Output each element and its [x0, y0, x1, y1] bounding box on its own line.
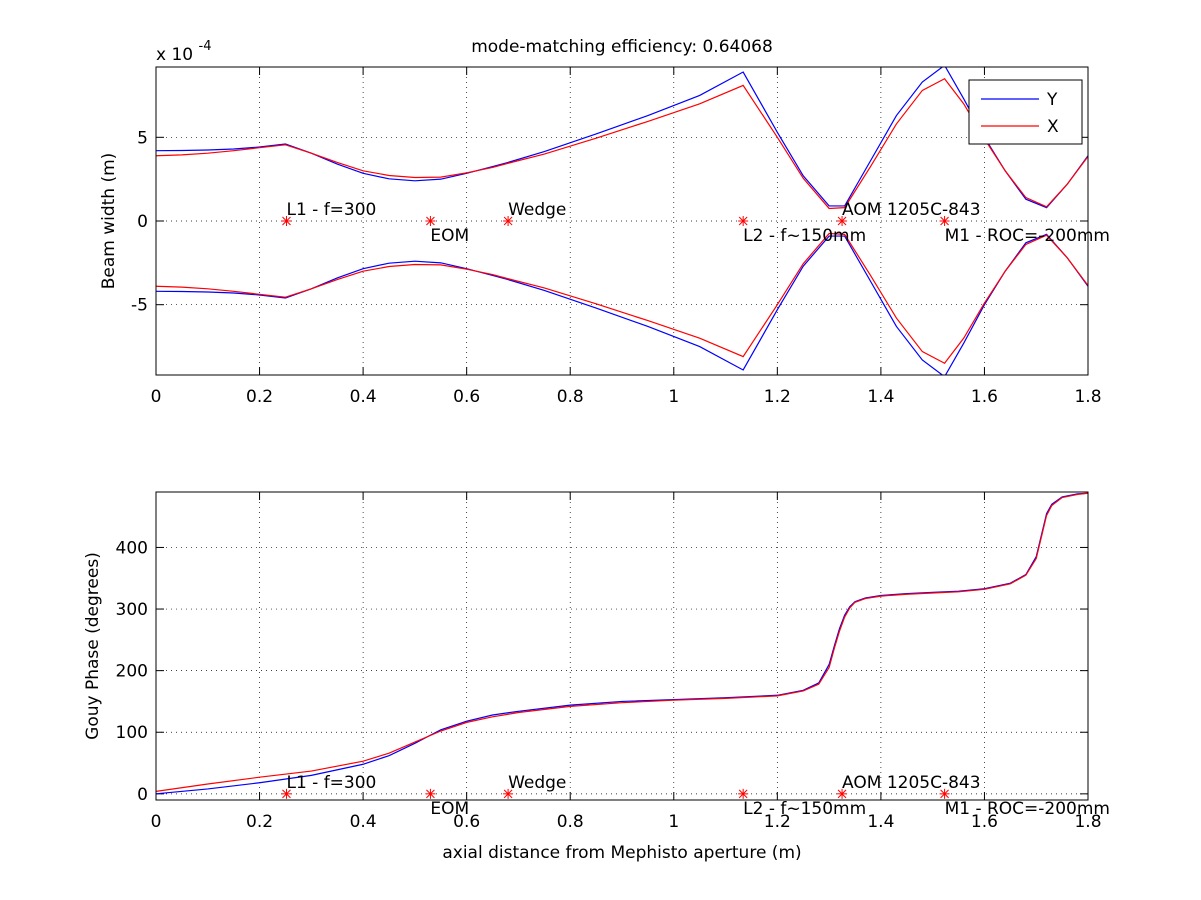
x-tick-label: 1.8 — [1074, 812, 1101, 832]
component-marker — [281, 216, 292, 226]
marker-stroke — [426, 789, 435, 799]
x-tick-label: 1.4 — [867, 387, 894, 407]
marker-stroke — [282, 789, 291, 799]
component-label: L1 - f=300 — [286, 773, 376, 793]
x-tick-label: 1.4 — [867, 812, 894, 832]
chart-title: mode-matching efficiency: 0.64068 — [471, 37, 773, 57]
x-tick-label: 0.2 — [246, 812, 273, 832]
series-line-x — [156, 77, 1088, 210]
x-tick-label: 0.2 — [246, 387, 273, 407]
y-tick-label: 300 — [116, 600, 148, 620]
x-tick-label: 0 — [151, 812, 162, 832]
component-label: EOM — [430, 799, 469, 819]
legend: YX — [968, 79, 1083, 145]
component-label: Wedge — [508, 773, 566, 793]
legend-label-x: X — [1047, 117, 1059, 137]
x-tick-label: 1.6 — [971, 812, 998, 832]
chart-2: 0 0.2 0.4 0.6 0.8 1 1.2 1.4 1.6 1.8 0 100 200 300 400 L… — [83, 491, 1110, 863]
component-label: L1 - f=300 — [286, 200, 376, 220]
marker-stroke — [738, 789, 748, 799]
x-tick-label: 0.4 — [350, 812, 377, 832]
component-label: Wedge — [508, 200, 566, 220]
component-marker — [738, 216, 749, 226]
y-axis-label: Gouy Phase (degrees) — [83, 552, 103, 740]
y-tick-label: 200 — [116, 662, 148, 682]
marker-stroke — [738, 216, 748, 226]
series-line-series-1 — [156, 492, 1088, 795]
x-tick-label: 1.2 — [764, 812, 791, 832]
series-line-x-mirror — [156, 232, 1088, 365]
marker-stroke — [282, 216, 291, 226]
y-tick-label: 5 — [137, 128, 148, 148]
marker-stroke — [837, 216, 847, 226]
marker-stroke — [837, 789, 847, 799]
component-marker — [425, 788, 436, 799]
component-marker — [837, 788, 848, 799]
y-tick-label: 400 — [116, 538, 148, 558]
y-exponent-power: -4 — [199, 39, 212, 54]
component-label: L2 - f~150mm — [743, 226, 866, 246]
series-line-series-2 — [156, 492, 1088, 792]
marker-stroke — [426, 216, 435, 226]
component-label: AOM 1205C-843 — [842, 773, 981, 793]
y-tick-label: 0 — [137, 785, 148, 805]
chart-1: 0 0.2 0.4 0.6 0.8 1 1.2 1.4 1.6 1.8 -5 0 5 L1 - f=300… — [99, 37, 1110, 407]
marker-stroke — [940, 216, 949, 226]
x-tick-label: 0.8 — [557, 387, 584, 407]
component-label: M1 - ROC=-200mm — [945, 226, 1110, 246]
component-marker — [281, 788, 292, 799]
component-marker — [837, 216, 848, 226]
y-exponent-label: x 10 -4 — [156, 39, 211, 65]
legend-box — [968, 79, 1083, 145]
marker-stroke — [940, 789, 949, 799]
x-tick-label: 0.6 — [453, 387, 480, 407]
series-line-y-mirror — [156, 233, 1088, 375]
series-line-y — [156, 67, 1088, 209]
component-label: AOM 1205C-843 — [842, 200, 981, 220]
x-tick-label: 1 — [668, 387, 679, 407]
y-tick-label: 100 — [116, 723, 148, 743]
component-label: L2 - f~150mm — [743, 799, 866, 819]
x-tick-label: 1 — [668, 812, 679, 832]
y-axis-label: Beam width (m) — [99, 153, 119, 290]
legend-label-y: Y — [1046, 90, 1058, 110]
marker-stroke — [503, 789, 513, 799]
axes-box — [155, 491, 1089, 801]
axes-box — [155, 66, 1089, 376]
x-tick-label: 0.8 — [557, 812, 584, 832]
component-marker — [939, 788, 950, 799]
x-tick-label: 1.6 — [971, 387, 998, 407]
component-label: EOM — [430, 226, 469, 246]
y-tick-label: 0 — [137, 212, 148, 232]
x-axis-label: axial distance from Mephisto aperture (m… — [442, 843, 801, 863]
x-tick-label: 0 — [151, 387, 162, 407]
component-marker — [503, 788, 514, 799]
component-label: M1 - ROC=-200mm — [945, 799, 1110, 819]
x-tick-label: 1.2 — [764, 387, 791, 407]
x-tick-label: 1.8 — [1074, 387, 1101, 407]
x-tick-label: 0.4 — [350, 387, 377, 407]
x-tick-label: 0.6 — [453, 812, 480, 832]
component-marker — [503, 216, 514, 226]
component-marker — [939, 216, 950, 226]
y-tick-label: -5 — [131, 296, 148, 316]
component-marker — [738, 788, 749, 799]
component-marker — [425, 216, 436, 226]
marker-stroke — [503, 216, 513, 226]
